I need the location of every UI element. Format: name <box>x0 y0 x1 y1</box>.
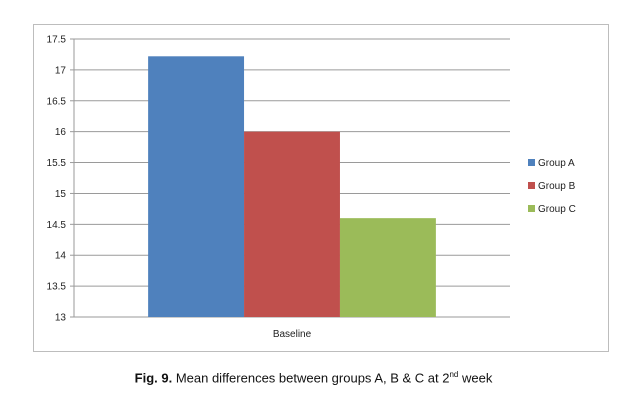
legend-swatch <box>528 159 535 166</box>
caption-text: Mean differences between groups A, B & C… <box>172 370 450 386</box>
figure-caption: Fig. 9. Mean differences between groups … <box>0 370 627 385</box>
legend-label: Group B <box>538 181 576 192</box>
y-tick-label: 15.5 <box>47 158 67 169</box>
legend-label: Group C <box>538 204 576 215</box>
bar-group-c <box>339 218 436 317</box>
y-tick-label: 14.5 <box>47 220 67 231</box>
caption-text-end: week <box>458 370 493 386</box>
y-tick-label: 14 <box>55 251 67 262</box>
y-tick-label: 17.5 <box>47 35 67 46</box>
y-tick-label: 17 <box>55 65 67 76</box>
legend-swatch <box>528 182 535 189</box>
bar-group-a <box>148 56 245 317</box>
y-tick-label: 13.5 <box>47 282 67 293</box>
caption-superscript: nd <box>449 370 459 379</box>
y-tick-label: 13 <box>55 313 67 324</box>
y-tick-label: 16 <box>55 127 67 138</box>
caption-label: Fig. 9. <box>134 370 173 386</box>
legend-swatch <box>528 205 535 212</box>
x-category-label: Baseline <box>273 329 312 340</box>
bar-group-b <box>244 131 340 317</box>
legend-label: Group A <box>538 158 575 169</box>
y-tick-label: 16.5 <box>47 96 67 107</box>
bar-chart: 13 13.5 14 14.5 15 15.5 16 16.5 17 17.5 Baseline Gr… <box>47 35 576 341</box>
y-tick-label: 15 <box>55 189 67 200</box>
